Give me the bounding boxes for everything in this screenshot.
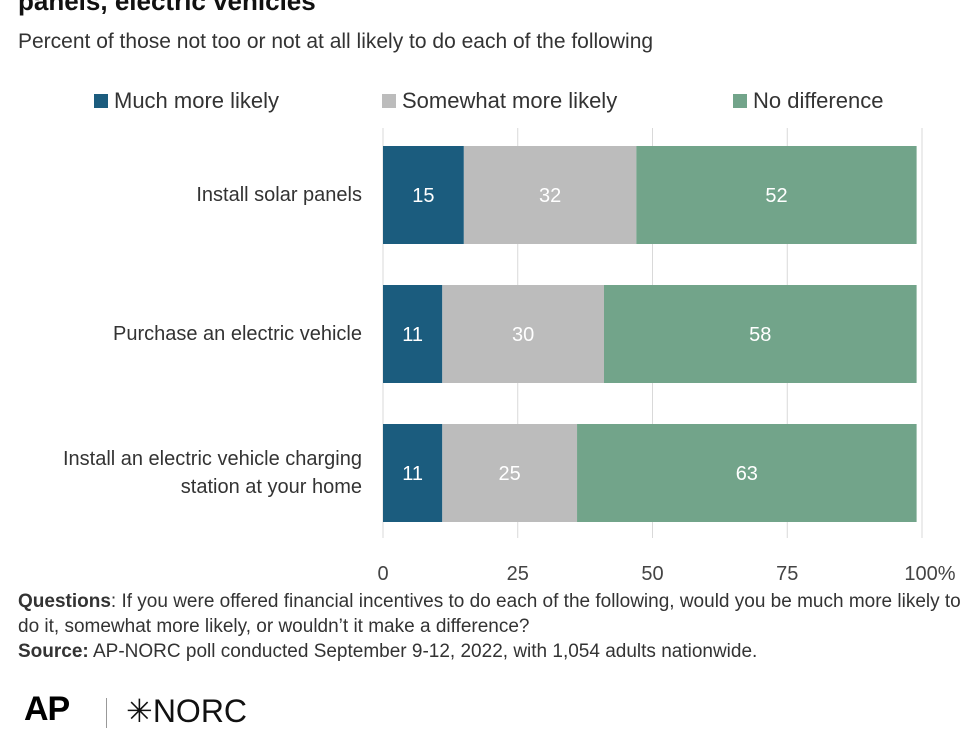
questions-note: Questions: If you were offered financial… <box>18 589 968 639</box>
legend-swatch-much-more-likely <box>94 94 108 108</box>
bar-no-difference <box>636 146 917 244</box>
x-tick-label: 0 <box>377 563 388 585</box>
source-note: Source: AP-NORC poll conducted September… <box>18 639 968 664</box>
norc-logo: ✳NORC <box>126 693 248 729</box>
source-text: AP-NORC poll conducted September 9-12, 2… <box>88 641 758 662</box>
chart-notes: Questions: If you were offered financial… <box>18 589 968 664</box>
source-label: Source: <box>18 641 89 662</box>
questions-label: Questions <box>18 591 111 612</box>
legend-swatch-no-difference <box>733 94 747 108</box>
legend-label-somewhat-more-likely: Somewhat more likely <box>402 88 618 113</box>
data-label-somewhat-more-likely: 32 <box>539 185 561 207</box>
bar-no-difference <box>577 424 917 522</box>
data-label-no-difference: 58 <box>749 324 771 346</box>
data-label-much-more-likely: 15 <box>412 185 434 207</box>
data-label-somewhat-more-likely: 30 <box>512 324 534 346</box>
legend-item-somewhat-more-likely: Somewhat more likely <box>382 88 617 114</box>
stacked-bar-chart: 0 25 50 75 100% 15 32 52 11 30 58 11 25 63 <box>377 128 956 585</box>
legend-label-much-more-likely: Much more likely <box>114 88 280 113</box>
x-tick-label: 50 <box>641 563 663 585</box>
legend-label-no-difference: No difference <box>753 88 884 113</box>
ap-logo: AP <box>24 690 70 728</box>
questions-text: : If you were offered financial incentiv… <box>18 591 961 637</box>
legend-swatch-somewhat-more-likely <box>382 94 396 108</box>
category-label-charging-station: Install an electric vehicle charging sta… <box>62 448 362 498</box>
chart-subtitle: Percent of those not too or not at all l… <box>18 30 654 53</box>
chart-title: panels, electric vehicles <box>18 0 316 16</box>
chart-legend: Much more likely Somewhat more likely No… <box>0 88 980 122</box>
bar-much-more-likely <box>383 285 443 383</box>
category-label-solar-panels: Install solar panels <box>196 184 362 206</box>
data-label-no-difference: 63 <box>736 463 758 485</box>
legend-item-no-difference: No difference <box>733 88 883 114</box>
x-tick-label: 75 <box>776 563 798 585</box>
data-label-much-more-likely: 11 <box>402 463 423 485</box>
x-tick-label: 25 <box>507 563 529 585</box>
bar-no-difference <box>603 285 917 383</box>
bar-much-more-likely <box>383 424 443 522</box>
bar-somewhat-more-likely <box>463 146 637 244</box>
logo-divider <box>106 698 107 728</box>
legend-item-much-more-likely: Much more likely <box>94 88 279 114</box>
data-label-somewhat-more-likely: 25 <box>499 463 521 485</box>
data-label-no-difference: 52 <box>765 185 787 207</box>
x-tick-label: 100% <box>904 563 955 585</box>
category-label-electric-vehicle: Purchase an electric vehicle <box>112 323 362 345</box>
data-label-much-more-likely: 11 <box>402 324 423 346</box>
bar-somewhat-more-likely <box>442 285 604 383</box>
bar-somewhat-more-likely <box>442 424 578 522</box>
bar-much-more-likely <box>383 146 464 244</box>
